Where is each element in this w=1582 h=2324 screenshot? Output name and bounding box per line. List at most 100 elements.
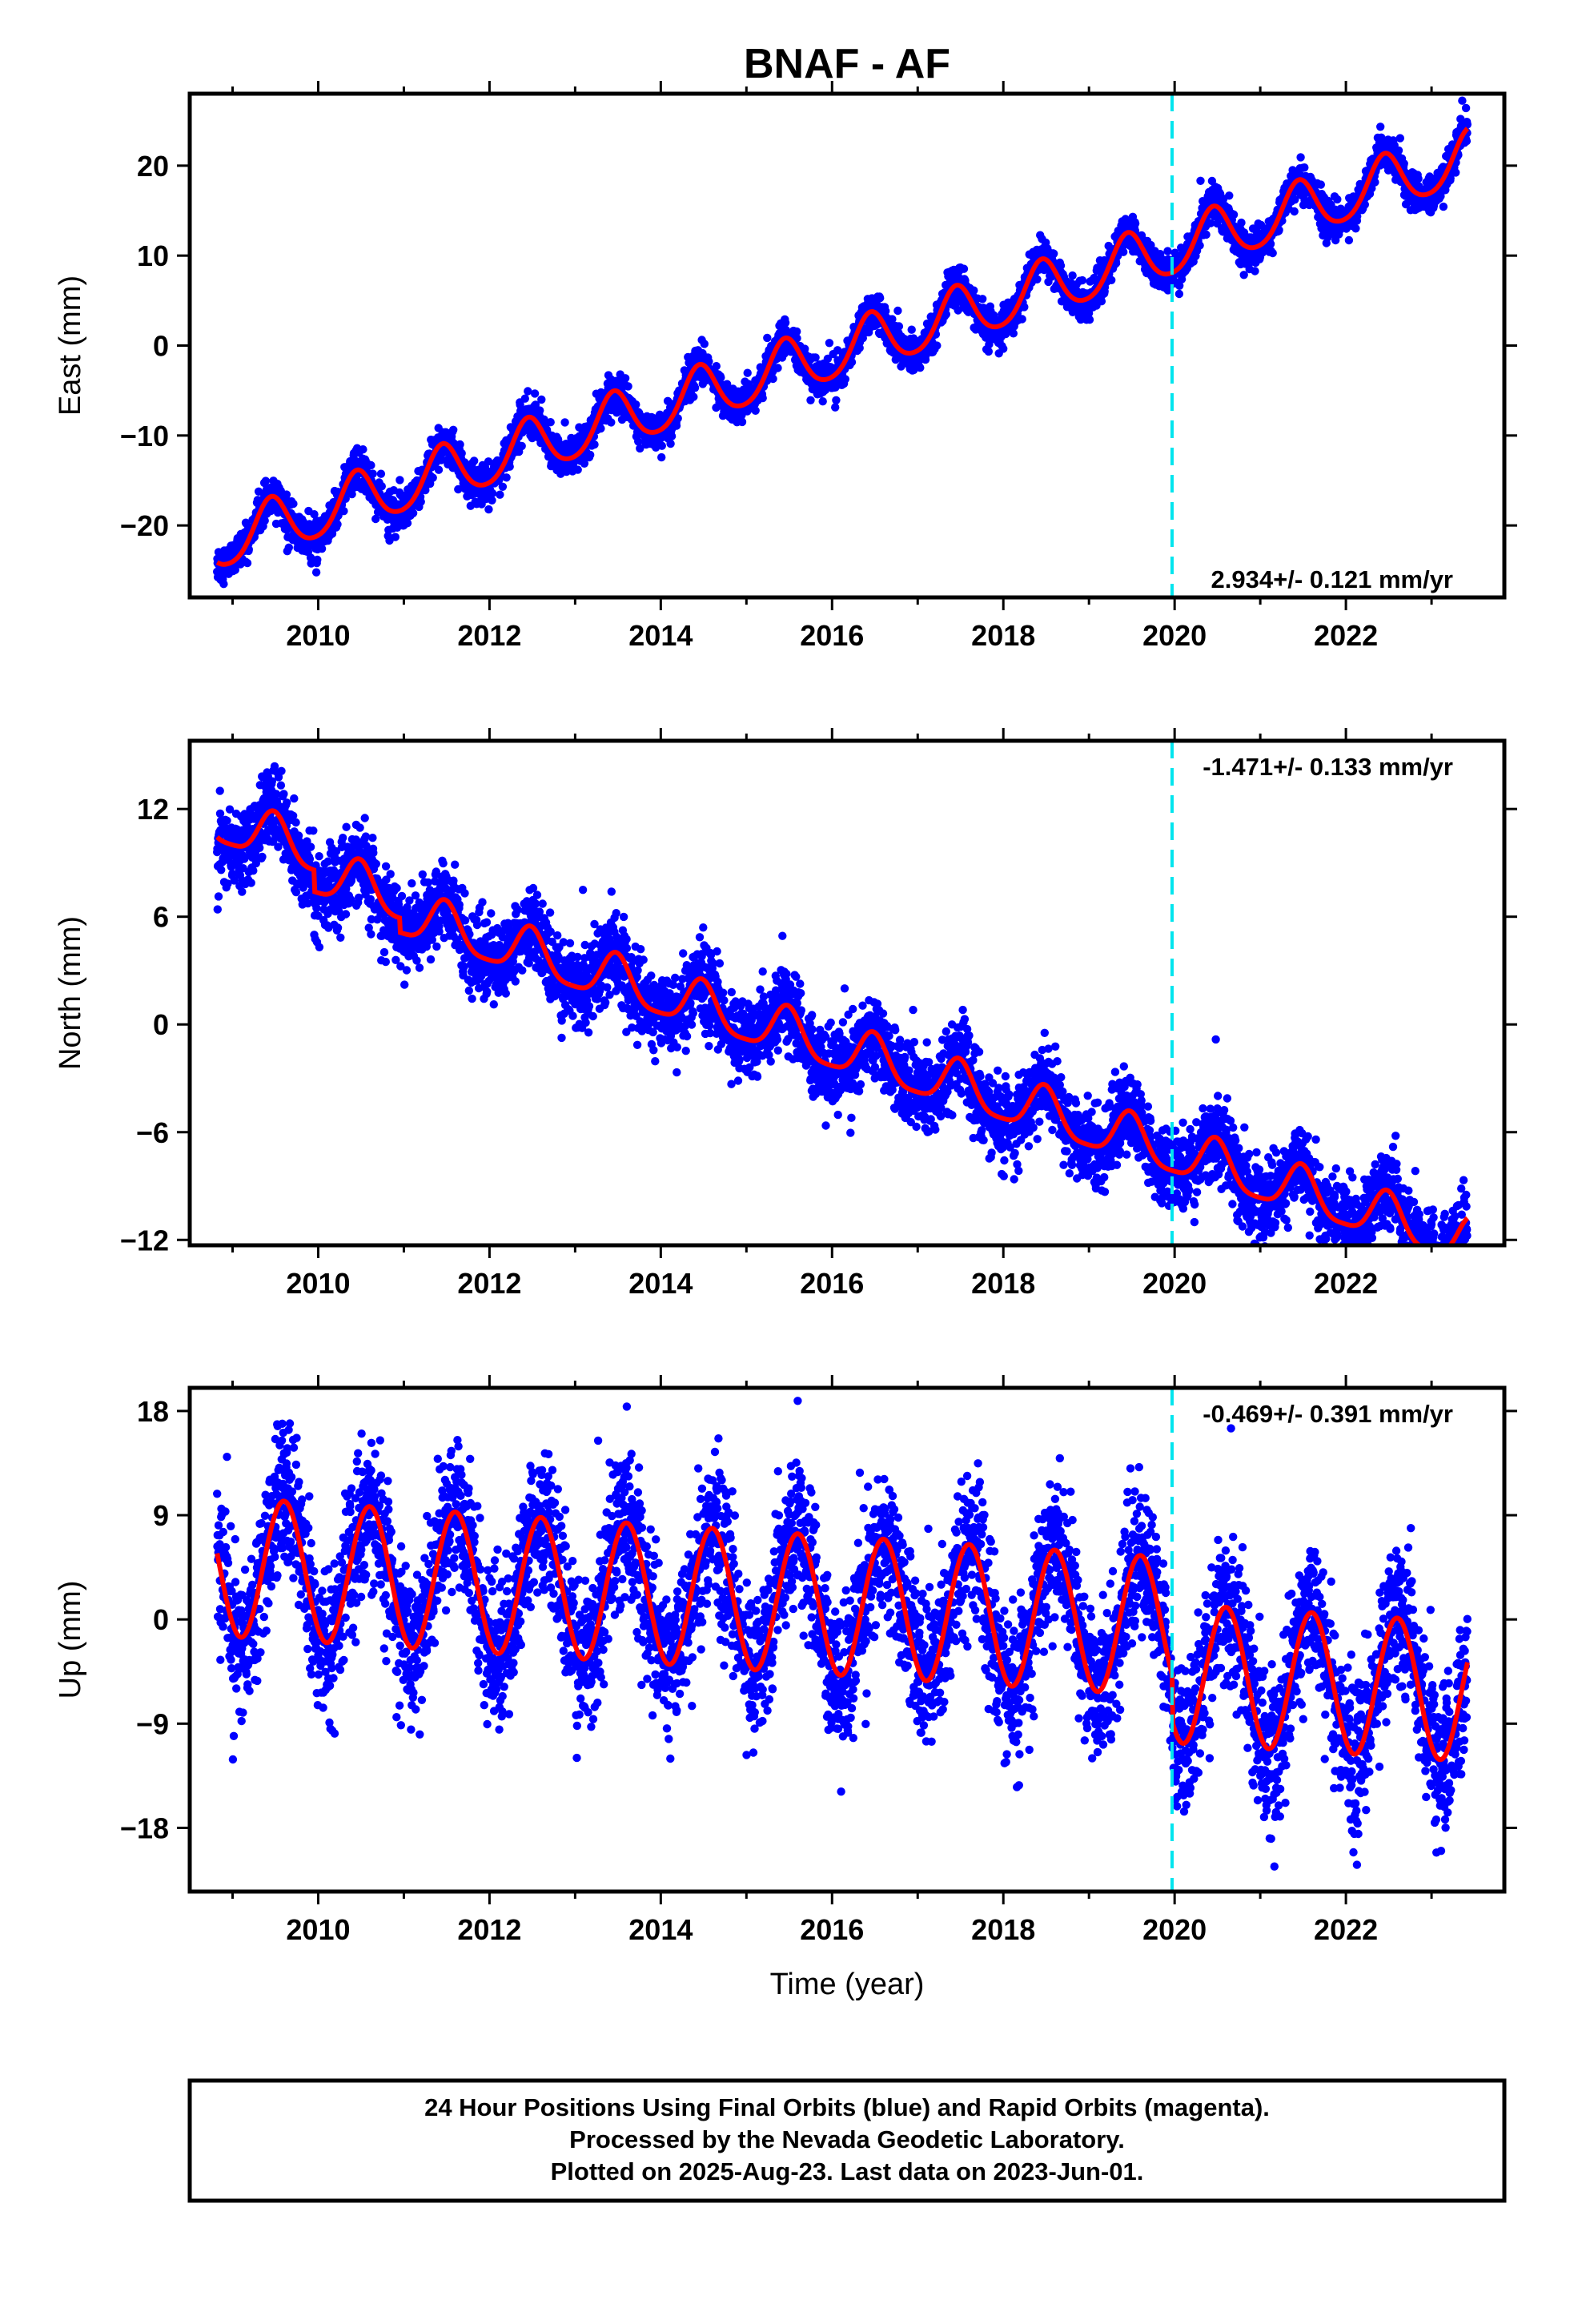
data-point bbox=[667, 432, 677, 440]
data-point bbox=[1291, 195, 1299, 204]
data-point bbox=[825, 339, 834, 348]
data-point bbox=[1323, 233, 1332, 242]
data-point bbox=[832, 396, 841, 404]
data-point bbox=[781, 318, 790, 328]
data-point bbox=[282, 490, 291, 499]
data-point bbox=[1371, 178, 1379, 187]
data-point bbox=[1399, 159, 1408, 168]
data-point bbox=[313, 555, 322, 565]
data-point bbox=[806, 396, 815, 404]
data-point bbox=[1020, 303, 1029, 312]
data-point bbox=[673, 414, 682, 423]
observation-points bbox=[213, 96, 1472, 589]
data-point bbox=[428, 473, 437, 482]
data-point bbox=[893, 306, 902, 316]
data-point bbox=[607, 418, 616, 427]
data-point bbox=[408, 509, 418, 517]
data-point bbox=[536, 406, 544, 415]
data-point bbox=[705, 357, 713, 366]
data-point bbox=[657, 452, 666, 462]
data-point bbox=[502, 473, 511, 482]
data-point bbox=[449, 425, 458, 434]
data-point bbox=[984, 347, 994, 356]
data-point bbox=[751, 406, 760, 415]
data-point bbox=[461, 460, 471, 468]
data-point bbox=[546, 418, 555, 427]
data-point bbox=[737, 417, 747, 427]
data-point bbox=[999, 344, 1008, 353]
data-point bbox=[260, 517, 269, 525]
data-point bbox=[690, 384, 700, 392]
data-point bbox=[580, 459, 589, 468]
data-point bbox=[488, 496, 496, 505]
data-point bbox=[1163, 247, 1172, 255]
data-point bbox=[377, 482, 386, 491]
data-point bbox=[317, 545, 327, 553]
data-point bbox=[516, 400, 524, 409]
data-point bbox=[758, 393, 767, 403]
data-point bbox=[620, 374, 630, 383]
data-point bbox=[531, 400, 540, 409]
data-point bbox=[717, 373, 725, 382]
data-point bbox=[907, 325, 916, 334]
data-point bbox=[368, 469, 377, 478]
data-point bbox=[700, 340, 709, 348]
data-point bbox=[933, 341, 942, 350]
data-point bbox=[1202, 230, 1211, 239]
data-point bbox=[624, 382, 632, 391]
data-point bbox=[396, 476, 404, 485]
data-point bbox=[1175, 281, 1184, 290]
data-point bbox=[1195, 241, 1204, 250]
data-point bbox=[1196, 176, 1205, 185]
data-point bbox=[484, 457, 493, 466]
data-point bbox=[1351, 224, 1360, 233]
data-point bbox=[457, 448, 466, 458]
data-point bbox=[743, 368, 752, 377]
data-point bbox=[359, 445, 367, 454]
data-point bbox=[876, 294, 885, 303]
data-point bbox=[1268, 248, 1277, 258]
data-point bbox=[959, 264, 969, 273]
data-point bbox=[773, 364, 782, 372]
data-point bbox=[1300, 163, 1309, 172]
panels: 2010 2012 2014 2016 2018 2020 2022−20−1001020E… bbox=[54, 81, 1517, 1946]
data-point bbox=[1097, 297, 1106, 306]
data-point bbox=[985, 340, 994, 349]
data-point bbox=[894, 322, 904, 331]
data-point bbox=[1344, 235, 1354, 245]
data-point bbox=[376, 469, 386, 478]
data-point bbox=[1316, 180, 1326, 189]
data-point bbox=[1111, 259, 1121, 267]
data-point bbox=[339, 507, 348, 516]
data-point bbox=[1130, 219, 1140, 228]
data-point bbox=[573, 465, 582, 474]
data-point bbox=[978, 295, 987, 304]
data-point bbox=[916, 364, 925, 372]
data-point bbox=[284, 543, 293, 552]
data-point bbox=[657, 441, 666, 450]
data-point bbox=[1395, 134, 1405, 143]
data-point bbox=[942, 310, 951, 319]
data-point bbox=[243, 558, 252, 568]
data-point bbox=[333, 520, 342, 529]
data-point bbox=[524, 387, 532, 396]
data-point bbox=[634, 437, 643, 446]
data-point bbox=[456, 440, 464, 449]
data-point bbox=[1018, 315, 1026, 324]
data-point bbox=[970, 286, 978, 295]
data-point bbox=[1078, 275, 1087, 285]
data-point bbox=[496, 490, 504, 499]
data-point bbox=[723, 380, 732, 388]
data-point bbox=[1290, 207, 1299, 216]
data-point bbox=[454, 485, 463, 494]
data-point bbox=[403, 519, 412, 528]
data-point bbox=[632, 400, 640, 409]
data-point bbox=[1085, 316, 1094, 324]
data-point bbox=[520, 394, 529, 403]
data-point bbox=[847, 358, 857, 367]
data-point bbox=[881, 307, 890, 316]
data-point bbox=[517, 441, 526, 451]
data-point bbox=[1376, 123, 1385, 131]
data-point bbox=[1107, 275, 1116, 284]
data-point bbox=[1353, 211, 1362, 221]
